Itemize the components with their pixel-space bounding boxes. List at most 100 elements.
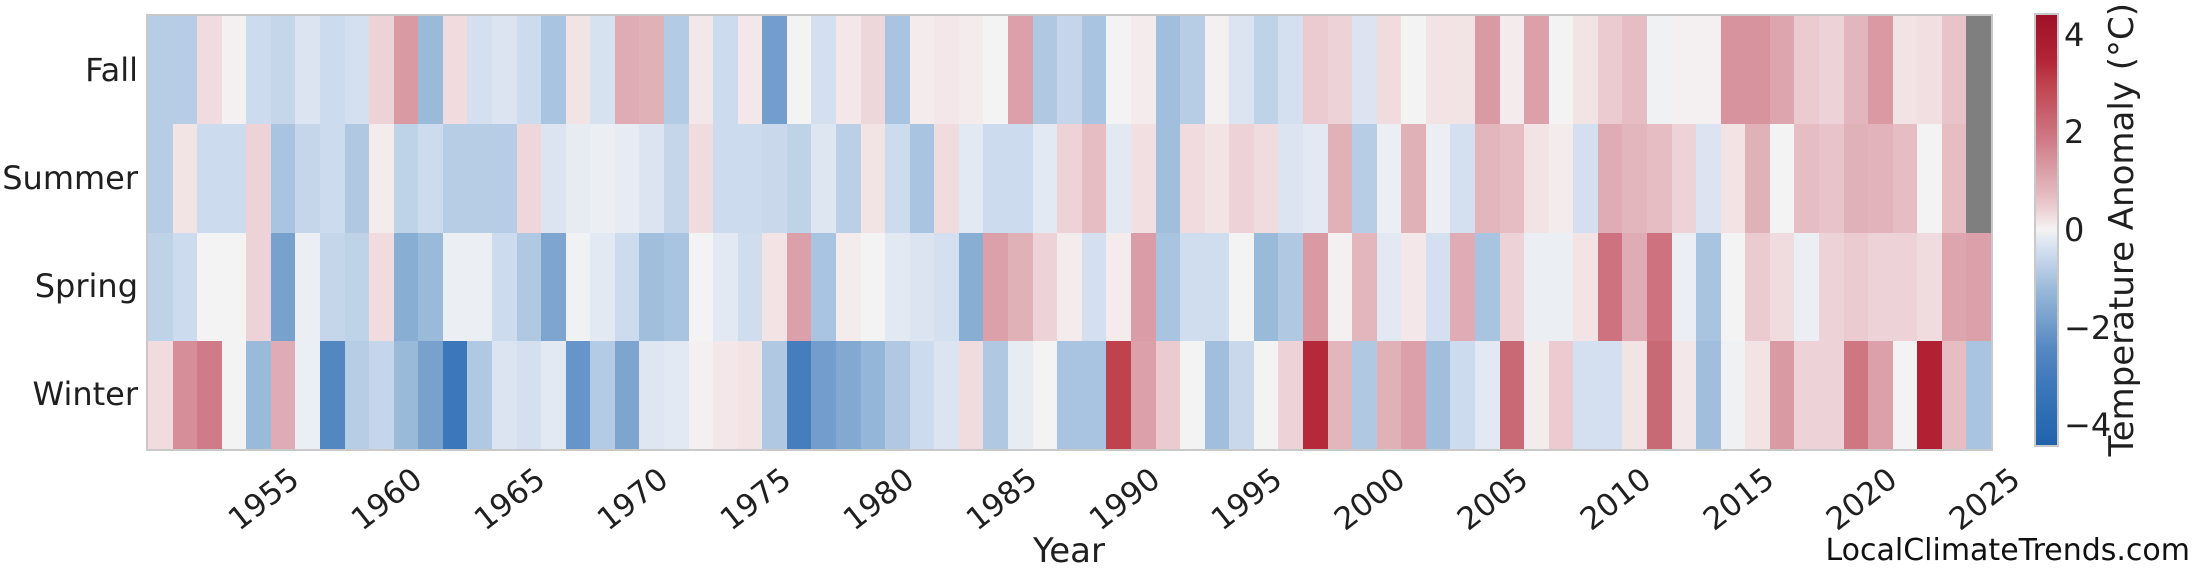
heatmap-cell bbox=[221, 232, 247, 341]
heatmap-cell bbox=[1622, 124, 1647, 233]
heatmap-cell bbox=[737, 232, 763, 341]
heatmap-cell bbox=[1474, 124, 1500, 233]
x-tick-label: 2015 bbox=[1696, 461, 1782, 538]
heatmap-cell bbox=[1499, 340, 1525, 449]
heatmap-cell bbox=[1278, 124, 1303, 233]
heatmap-cell bbox=[1573, 232, 1598, 341]
heatmap-cell bbox=[295, 16, 320, 125]
heatmap-cell bbox=[1401, 124, 1426, 233]
heatmap-cell bbox=[786, 232, 812, 341]
heatmap-cell bbox=[270, 232, 296, 341]
heatmap-cell bbox=[1548, 232, 1574, 341]
heatmap-cell bbox=[860, 16, 886, 125]
heatmap-cell bbox=[1966, 340, 1991, 449]
heatmap-cell bbox=[1671, 232, 1697, 341]
heatmap-cell bbox=[885, 124, 910, 233]
heatmap-cell bbox=[172, 232, 198, 341]
heatmap-cell bbox=[983, 340, 1009, 449]
heatmap-cell bbox=[418, 16, 443, 125]
heatmap-cell bbox=[1597, 16, 1623, 125]
heatmap-cell bbox=[1794, 124, 1819, 233]
heatmap-cell bbox=[541, 340, 566, 449]
heatmap-cell bbox=[1302, 124, 1328, 233]
heatmap-cell bbox=[1008, 16, 1033, 125]
heatmap-cell bbox=[1622, 340, 1647, 449]
x-tick-label: 1975 bbox=[713, 461, 798, 538]
heatmap-cell bbox=[786, 124, 812, 233]
heatmap-cell bbox=[836, 16, 861, 125]
heatmap-cell bbox=[221, 124, 247, 233]
heatmap-cell bbox=[934, 232, 959, 341]
colorbar-label-box: Temperature Anomaly (°C) bbox=[2094, 3, 2150, 456]
heatmap-cell bbox=[958, 232, 984, 341]
heatmap-cell bbox=[295, 232, 320, 341]
heatmap-cell bbox=[1671, 16, 1697, 125]
heatmap-cell bbox=[1892, 232, 1918, 341]
heatmap-cell bbox=[393, 340, 419, 449]
heatmap-cell bbox=[1130, 340, 1156, 449]
heatmap-cell bbox=[492, 232, 517, 341]
y-tick-label: Winter bbox=[32, 375, 139, 413]
x-tick-label: 1995 bbox=[1205, 461, 1290, 538]
heatmap-cell bbox=[1573, 340, 1598, 449]
heatmap-cell bbox=[467, 16, 493, 125]
heatmap-cell bbox=[1352, 16, 1377, 125]
heatmap-cell bbox=[197, 232, 222, 341]
heatmap-cell bbox=[1966, 232, 1991, 341]
colorbar-tick-label: −2 bbox=[2064, 308, 2112, 347]
heatmap-cell bbox=[1155, 124, 1181, 233]
heatmap-cell bbox=[1155, 232, 1181, 341]
heatmap-cell bbox=[565, 124, 591, 233]
heatmap-cell bbox=[1130, 232, 1156, 341]
heatmap-cell bbox=[1548, 340, 1574, 449]
heatmap-cell bbox=[246, 232, 271, 341]
heatmap-cell bbox=[1229, 124, 1254, 233]
heatmap-cell bbox=[1966, 16, 1991, 125]
colorbar-title: Temperature Anomaly (°C) bbox=[2102, 3, 2142, 457]
heatmap-cell bbox=[1720, 16, 1746, 125]
heatmap-cell bbox=[836, 124, 861, 233]
heatmap-cell bbox=[1180, 232, 1205, 341]
heatmap-cell bbox=[614, 232, 640, 341]
heatmap-cell bbox=[1450, 16, 1475, 125]
heatmap-cell bbox=[442, 340, 468, 449]
heatmap-cell bbox=[1917, 340, 1942, 449]
heatmap-cell bbox=[1155, 16, 1181, 125]
heatmap-cell bbox=[1180, 124, 1205, 233]
heatmap-cell bbox=[811, 124, 837, 233]
heatmap-cell bbox=[492, 16, 517, 125]
heatmap-cell bbox=[369, 232, 394, 341]
heatmap-cell bbox=[664, 124, 689, 233]
heatmap-cell bbox=[541, 232, 566, 341]
heatmap-cell bbox=[639, 232, 665, 341]
heatmap-cell bbox=[172, 124, 198, 233]
heatmap-cell bbox=[1646, 340, 1672, 449]
heatmap-cell bbox=[1868, 124, 1893, 233]
heatmap-cell bbox=[1524, 340, 1549, 449]
heatmap-cell bbox=[1302, 340, 1328, 449]
heatmap-cell bbox=[1450, 124, 1475, 233]
heatmap-cell bbox=[1622, 232, 1647, 341]
heatmap-cell bbox=[418, 340, 443, 449]
heatmap-cell bbox=[1843, 232, 1869, 341]
heatmap-cell bbox=[418, 124, 443, 233]
heatmap-cell bbox=[221, 340, 247, 449]
heatmap-cell bbox=[565, 16, 591, 125]
heatmap-cell bbox=[983, 232, 1009, 341]
heatmap-cell bbox=[1376, 16, 1402, 125]
heatmap-cell bbox=[688, 340, 714, 449]
heatmap-cell bbox=[1696, 232, 1721, 341]
heatmap-cell bbox=[1401, 16, 1426, 125]
heatmap-cell bbox=[664, 340, 689, 449]
heatmap-cell bbox=[811, 232, 837, 341]
heatmap-cell bbox=[344, 232, 370, 341]
heatmap-cell bbox=[1106, 232, 1131, 341]
heatmap-cell bbox=[614, 340, 640, 449]
heatmap-cell bbox=[737, 124, 763, 233]
y-tick-label: Fall bbox=[85, 51, 138, 89]
heatmap-cell bbox=[1941, 232, 1967, 341]
heatmap-cell bbox=[688, 16, 714, 125]
heatmap-cell bbox=[1032, 340, 1058, 449]
heatmap-cell bbox=[1917, 16, 1942, 125]
heatmap-cell bbox=[197, 340, 222, 449]
